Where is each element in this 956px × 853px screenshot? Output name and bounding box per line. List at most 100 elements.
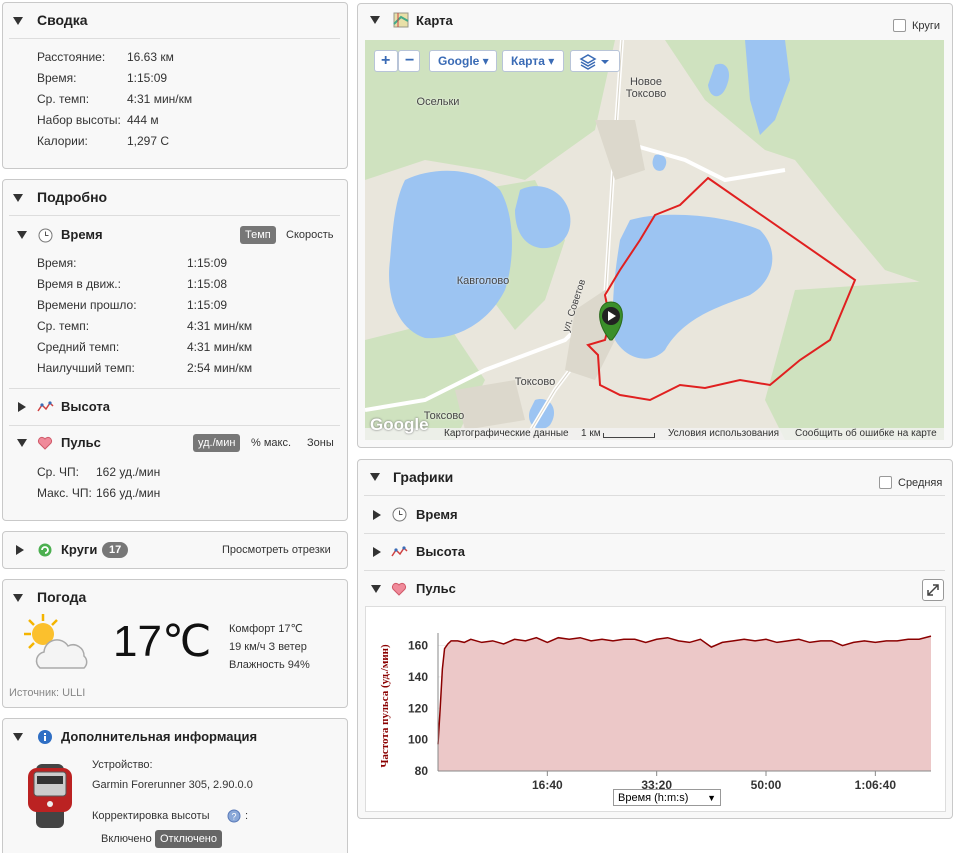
row-value: 4:31 мин/км (187, 340, 253, 354)
button-label: Google (438, 54, 480, 68)
collapse-icon[interactable] (371, 585, 381, 593)
map-logo: Google (370, 415, 429, 434)
expand-arrows-icon (927, 584, 939, 596)
x-axis-select[interactable]: Время (h:m:s) ▼ (613, 789, 721, 806)
elevation-icon (391, 546, 408, 557)
row-value: 1:15:09 (127, 71, 168, 85)
device-image (28, 764, 72, 828)
separator (364, 570, 945, 571)
button-label: Карта (511, 54, 545, 68)
weather-line: Комфорт 17℃ (229, 623, 303, 635)
map-attribution[interactable]: Картографические данные (444, 428, 569, 439)
tab[interactable]: уд./мин (193, 434, 241, 452)
row-value: 1,297 С (127, 134, 170, 148)
panel-title: Карта (416, 13, 453, 28)
row-value: 166 уд./мин (96, 486, 161, 500)
line (437, 635, 932, 745)
weather-line: 19 км/ч З ветер (229, 641, 307, 653)
collapse-icon[interactable] (370, 16, 380, 24)
x-tick-label: 33:20 (641, 778, 672, 792)
tab[interactable]: Зоны (307, 437, 334, 449)
start-marker[interactable] (599, 301, 623, 341)
checkbox-label: Круги (912, 20, 941, 32)
row-value: 1:15:09 (187, 298, 228, 312)
lap-count-badge: 17 (102, 542, 129, 558)
tab[interactable]: % макс. (251, 437, 292, 449)
row-label: Набор высоты: (37, 113, 121, 127)
layers-button[interactable] (570, 50, 620, 72)
zoom-out-button[interactable]: − (398, 50, 420, 72)
y-tick-label: 140 (408, 670, 428, 684)
row-value: 162 уд./мин (96, 465, 161, 479)
panel-title: Подробно (37, 189, 108, 205)
option[interactable]: Включено (101, 833, 152, 845)
laps-icon (38, 543, 52, 557)
row-value: 1:15:09 (187, 256, 228, 270)
expand-icon[interactable] (16, 545, 24, 555)
separator (9, 38, 340, 39)
weather-line: Влажность 94% (229, 659, 310, 671)
row-label: Ср. темп: (37, 92, 90, 106)
y-tick-label: 120 (408, 701, 428, 715)
section-title: Время (61, 227, 103, 242)
collapse-icon[interactable] (13, 733, 23, 741)
zoom-in-button[interactable]: + (374, 50, 398, 72)
expand-icon[interactable] (373, 547, 381, 557)
device-name: Garmin Forerunner 305, 2.90.0.0 (92, 779, 253, 791)
map-attribution[interactable]: Условия использования (668, 428, 779, 439)
tab[interactable]: Темп (240, 226, 276, 244)
collapse-icon[interactable] (17, 231, 27, 239)
collapse-icon[interactable] (17, 439, 27, 447)
laps-link[interactable]: Просмотреть отрезки (222, 544, 331, 556)
map-attribution[interactable]: Сообщить об ошибке на карте (795, 428, 937, 439)
heart-rate-chart: 80 100 120 140 160 16:40 33:20 50:00 1:06:40 Част… (365, 606, 946, 812)
layers-icon (579, 53, 609, 70)
separator (9, 425, 340, 426)
map-scale: 1 км (581, 428, 601, 439)
row-label: Средний темп: (37, 340, 120, 354)
map-place: Кавголово (456, 275, 510, 287)
collapse-icon[interactable] (13, 194, 23, 202)
info-icon (38, 730, 52, 744)
row-label: Расстояние: (37, 50, 106, 64)
help-icon[interactable]: ? (227, 809, 241, 823)
collapse-icon[interactable] (13, 17, 23, 25)
map-place: Токсово (423, 410, 465, 422)
row-label: Наилучший темп: (37, 361, 135, 375)
x-axis-label: Время (h:m:s) (618, 792, 689, 804)
summary-panel (2, 2, 348, 169)
heart-icon (391, 582, 407, 596)
colon: : (245, 810, 249, 822)
map-place: Осельки (416, 96, 460, 108)
maptype-button[interactable]: Карта ▾ (502, 50, 564, 72)
fullscreen-button[interactable] (922, 579, 944, 601)
checkbox[interactable] (879, 476, 892, 489)
separator (364, 495, 945, 496)
provider-button[interactable]: Google ▾ (429, 50, 497, 72)
map[interactable] (365, 40, 944, 440)
collapse-icon[interactable] (370, 473, 380, 481)
section-title: Круги (61, 542, 98, 557)
row-label: Макс. ЧП: (37, 486, 92, 500)
section-title: Высота (416, 544, 465, 559)
x-tick-label: 16:40 (532, 778, 563, 792)
device-label: Устройство: (92, 759, 153, 771)
heart-icon (37, 436, 53, 450)
row-label: Время: (37, 256, 77, 270)
panel-title: Сводка (37, 12, 88, 28)
expand-icon[interactable] (18, 402, 26, 412)
row-value: 444 м (127, 113, 159, 127)
scale-bar (603, 433, 655, 438)
row-label: Ср. ЧП: (37, 465, 79, 479)
y-tick-label: 100 (408, 733, 428, 747)
checkbox[interactable] (893, 19, 906, 32)
section-title: Время (416, 507, 458, 522)
expand-icon[interactable] (373, 510, 381, 520)
tab[interactable]: Скорость (286, 229, 334, 241)
section-title: Пульс (61, 435, 101, 450)
option[interactable]: Отключено (155, 830, 222, 848)
collapse-icon[interactable] (13, 594, 23, 602)
row-value: 4:31 мин/км (187, 319, 253, 333)
separator (9, 215, 340, 216)
